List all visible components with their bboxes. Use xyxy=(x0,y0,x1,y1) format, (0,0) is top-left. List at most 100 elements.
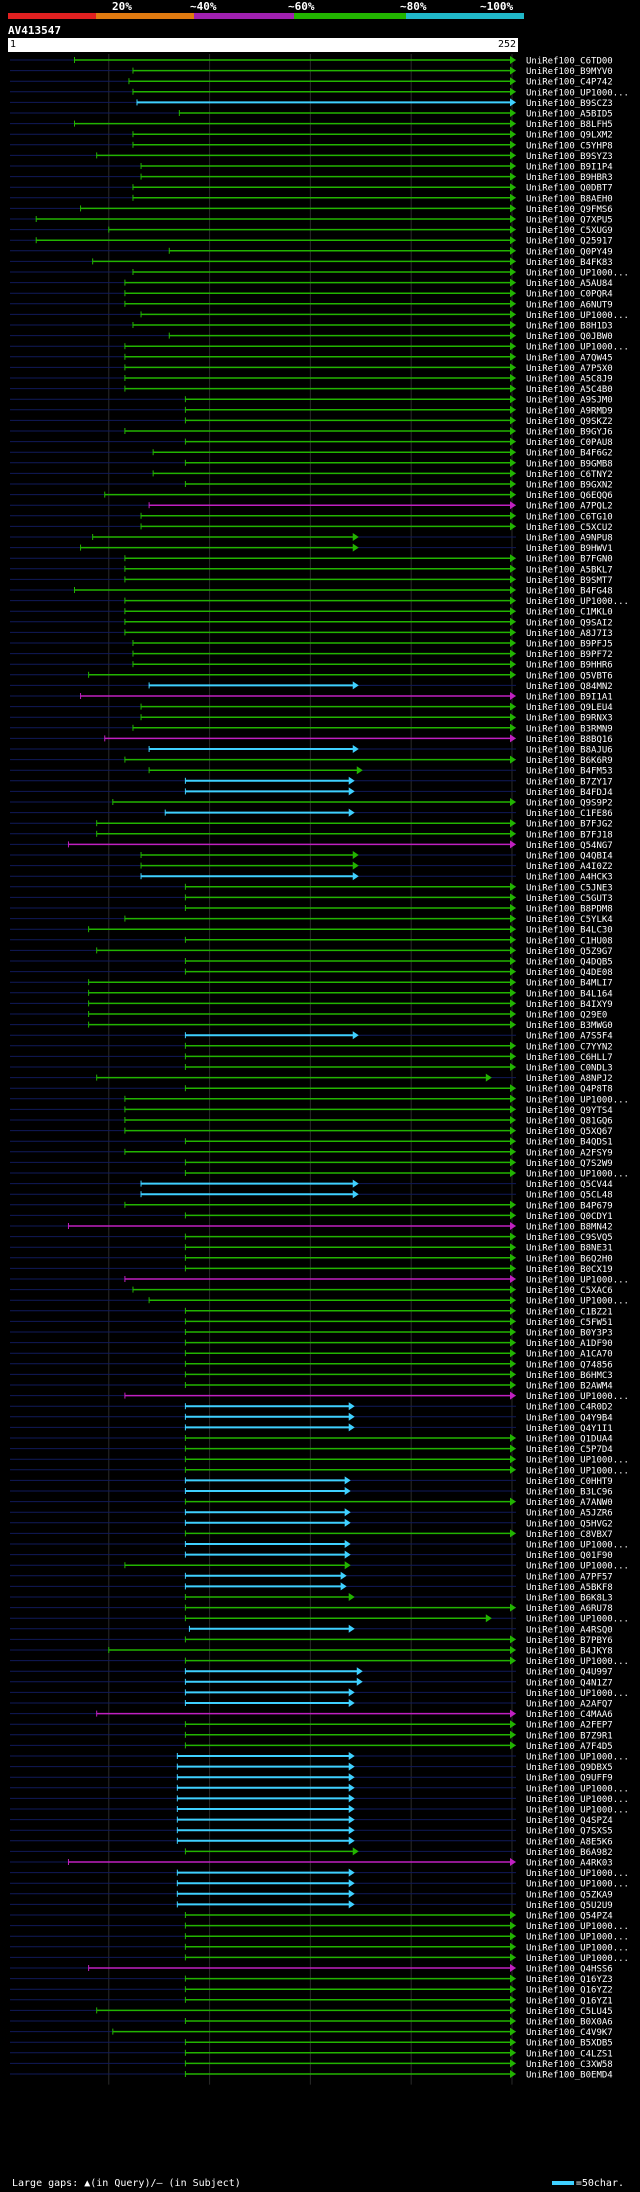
hit-label[interactable]: UniRef100_C5FW51 xyxy=(526,1318,613,1328)
hit-label[interactable]: UniRef100_A7ANW0 xyxy=(526,1498,613,1508)
hit-label[interactable]: UniRef100_C4R0D2 xyxy=(526,1403,613,1413)
hit-label[interactable]: UniRef100_A5BID5 xyxy=(526,110,613,120)
hit-label[interactable]: UniRef100_A4RSQ0 xyxy=(526,1625,613,1635)
hit-label[interactable]: UniRef100_UP1000... xyxy=(526,1456,629,1466)
hit-label[interactable]: UniRef100_B8NE31 xyxy=(526,1244,613,1254)
hit-label[interactable]: UniRef100_Q7S2W9 xyxy=(526,1159,613,1169)
hit-label[interactable]: UniRef100_B4FK83 xyxy=(526,258,613,268)
hit-label[interactable]: UniRef100_A4HCK3 xyxy=(526,873,613,883)
hit-label[interactable]: UniRef100_Q16YZ2 xyxy=(526,1986,613,1996)
hit-label[interactable]: UniRef100_A8E5K6 xyxy=(526,1837,613,1847)
hit-label[interactable]: UniRef100_C0PAU8 xyxy=(526,438,613,448)
hit-label[interactable]: UniRef100_A5JZR6 xyxy=(526,1509,613,1519)
hit-label[interactable]: UniRef100_B6K8L3 xyxy=(526,1594,613,1604)
hit-label[interactable]: UniRef100_B8BQ16 xyxy=(526,735,613,745)
hit-label[interactable]: UniRef100_Q4N1Z7 xyxy=(526,1678,613,1688)
hit-label[interactable]: UniRef100_B3MWG0 xyxy=(526,1021,613,1031)
hit-label[interactable]: UniRef100_A6NUT9 xyxy=(526,300,613,310)
hit-label[interactable]: UniRef100_B8LFH5 xyxy=(526,120,613,130)
hit-label[interactable]: UniRef100_B4FM53 xyxy=(526,767,613,777)
hit-label[interactable]: UniRef100_A9NPU8 xyxy=(526,534,613,544)
hit-label[interactable]: UniRef100_B9GMB8 xyxy=(526,459,613,469)
hit-label[interactable]: UniRef100_Q4DE08 xyxy=(526,968,613,978)
hit-label[interactable]: UniRef100_UP1000... xyxy=(526,1933,629,1943)
hit-label[interactable]: UniRef100_B9I1A1 xyxy=(526,693,613,703)
hit-label[interactable]: UniRef100_B9PFJ5 xyxy=(526,640,613,650)
hit-label[interactable]: UniRef100_B0X0A6 xyxy=(526,2018,613,2028)
hit-label[interactable]: UniRef100_B8MN42 xyxy=(526,1223,613,1233)
hit-label[interactable]: UniRef100_UP1000... xyxy=(526,1562,629,1572)
hit-label[interactable]: UniRef100_C0HHT9 xyxy=(526,1477,613,1487)
hit-label[interactable]: UniRef100_B6HMC3 xyxy=(526,1371,613,1381)
hit-label[interactable]: UniRef100_Q9LEU4 xyxy=(526,703,613,713)
hit-label[interactable]: UniRef100_C0PQR4 xyxy=(526,290,613,300)
hit-label[interactable]: UniRef100_Q9SAI2 xyxy=(526,618,613,628)
hit-label[interactable]: UniRef100_C7YYN2 xyxy=(526,1042,613,1052)
hit-label[interactable]: UniRef100_B4L164 xyxy=(526,989,613,999)
hit-label[interactable]: UniRef100_C5GUT3 xyxy=(526,894,613,904)
hit-label[interactable]: UniRef100_Q7SXS5 xyxy=(526,1827,613,1837)
hit-label[interactable]: UniRef100_Q7XPU5 xyxy=(526,216,613,226)
hit-label[interactable]: UniRef100_A5BKF8 xyxy=(526,1583,613,1593)
hit-label[interactable]: UniRef100_B7Z9R1 xyxy=(526,1731,613,1741)
hit-label[interactable]: UniRef100_A7P5X0 xyxy=(526,364,613,374)
hit-label[interactable]: UniRef100_A8J7I3 xyxy=(526,629,613,639)
hit-label[interactable]: UniRef100_UP1000... xyxy=(526,1615,629,1625)
hit-label[interactable]: UniRef100_B8PDM8 xyxy=(526,905,613,915)
hit-label[interactable]: UniRef100_Q16YZ1 xyxy=(526,1996,613,2006)
hit-label[interactable]: UniRef100_B4QDS1 xyxy=(526,1138,613,1148)
hit-label[interactable]: UniRef100_C5YLK4 xyxy=(526,915,613,925)
hit-label[interactable]: UniRef100_B9GYJ6 xyxy=(526,428,613,438)
hit-label[interactable]: UniRef100_Q9UFF9 xyxy=(526,1774,613,1784)
hit-label[interactable]: UniRef100_C5XUG9 xyxy=(526,226,613,236)
hit-label[interactable]: UniRef100_C0NDL3 xyxy=(526,1064,613,1074)
hit-label[interactable]: UniRef100_Q6EQQ6 xyxy=(526,491,613,501)
hit-label[interactable]: UniRef100_UP1000... xyxy=(526,311,629,321)
hit-label[interactable]: UniRef100_C9SVQ5 xyxy=(526,1233,613,1243)
hit-label[interactable]: UniRef100_UP1000... xyxy=(526,1869,629,1879)
hit-label[interactable]: UniRef100_B9SCZ3 xyxy=(526,99,613,109)
hit-label[interactable]: UniRef100_Q0CDY1 xyxy=(526,1212,613,1222)
hit-label[interactable]: UniRef100_C4LZS1 xyxy=(526,2049,613,2059)
hit-label[interactable]: UniRef100_UP1000... xyxy=(526,1795,629,1805)
hit-label[interactable]: UniRef100_B9HBR3 xyxy=(526,173,613,183)
hit-label[interactable]: UniRef100_B3LC96 xyxy=(526,1488,613,1498)
hit-label[interactable]: UniRef100_B9PF72 xyxy=(526,650,613,660)
hit-label[interactable]: UniRef100_B6Q2H0 xyxy=(526,1254,613,1264)
hit-label[interactable]: UniRef100_B7FJG2 xyxy=(526,820,613,830)
hit-label[interactable]: UniRef100_B8H1D3 xyxy=(526,322,613,332)
hit-label[interactable]: UniRef100_Q84MN2 xyxy=(526,682,613,692)
hit-label[interactable]: UniRef100_C6TG10 xyxy=(526,512,613,522)
hit-label[interactable]: UniRef100_B9I1P4 xyxy=(526,163,613,173)
hit-label[interactable]: UniRef100_B4MLI7 xyxy=(526,979,613,989)
hit-label[interactable]: UniRef100_B7PBY6 xyxy=(526,1636,613,1646)
hit-label[interactable]: UniRef100_B5XDB5 xyxy=(526,2039,613,2049)
hit-label[interactable]: UniRef100_Q9YTS4 xyxy=(526,1106,613,1116)
hit-label[interactable]: UniRef100_B4JKY8 xyxy=(526,1647,613,1657)
hit-label[interactable]: UniRef100_C5XAC6 xyxy=(526,1286,613,1296)
hit-label[interactable]: UniRef100_Q5XQ67 xyxy=(526,1127,613,1137)
hit-label[interactable]: UniRef100_B9HHR6 xyxy=(526,661,613,671)
hit-label[interactable]: UniRef100_Q4SPZ4 xyxy=(526,1816,613,1826)
hit-label[interactable]: UniRef100_B7FJ18 xyxy=(526,830,613,840)
hit-label[interactable]: UniRef100_UP1000... xyxy=(526,343,629,353)
hit-label[interactable]: UniRef100_UP1000... xyxy=(526,1922,629,1932)
hit-label[interactable]: UniRef100_B9GXN2 xyxy=(526,481,613,491)
hit-label[interactable]: UniRef100_UP1000... xyxy=(526,1297,629,1307)
hit-label[interactable]: UniRef100_B2AWM4 xyxy=(526,1382,613,1392)
hit-label[interactable]: UniRef100_UP1000... xyxy=(526,1689,629,1699)
hit-label[interactable]: UniRef100_UP1000... xyxy=(526,1657,629,1667)
hit-label[interactable]: UniRef100_Q81GQ6 xyxy=(526,1117,613,1127)
hit-label[interactable]: UniRef100_A7S5F4 xyxy=(526,1032,613,1042)
hit-label[interactable]: UniRef100_A8NPJ2 xyxy=(526,1074,613,1084)
hit-label[interactable]: UniRef100_B8AJU6 xyxy=(526,746,613,756)
hit-label[interactable]: UniRef100_UP1000... xyxy=(526,1170,629,1180)
hit-label[interactable]: UniRef100_A9SJM0 xyxy=(526,396,613,406)
hit-label[interactable]: UniRef100_C5XCU2 xyxy=(526,523,613,533)
hit-label[interactable]: UniRef100_B6K6R9 xyxy=(526,756,613,766)
hit-label[interactable]: UniRef100_B3RMN9 xyxy=(526,724,613,734)
hit-label[interactable]: UniRef100_B6A982 xyxy=(526,1848,613,1858)
hit-label[interactable]: UniRef100_B0CX19 xyxy=(526,1265,613,1275)
hit-label[interactable]: UniRef100_Q9SKZ2 xyxy=(526,417,613,427)
hit-label[interactable]: UniRef100_Q16YZ3 xyxy=(526,1975,613,1985)
